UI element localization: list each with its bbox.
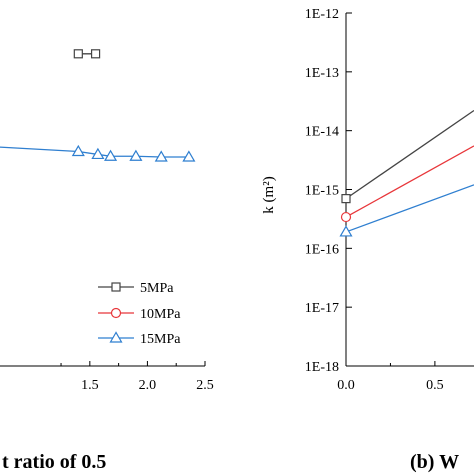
y-tick-label: 1E-12 <box>305 7 339 22</box>
legend-marker-15MPa <box>109 331 123 343</box>
legend: 5MPa 10MPa 15MPa <box>98 281 181 347</box>
left-x-ticks: 1.5 2.0 2.5 <box>60 361 214 393</box>
legend-marker-10MPa <box>110 307 122 319</box>
legend-marker-5MPa <box>111 282 121 292</box>
x-tick-label: 2.0 <box>139 378 157 393</box>
x-tick-label: 2.5 <box>196 378 214 393</box>
x-tick-label: 1.5 <box>81 378 99 393</box>
right-x-ticks: 0.0 0.5 <box>337 361 444 393</box>
data-point-5MPa <box>73 49 83 59</box>
y-tick-label: 1E-18 <box>305 360 339 375</box>
series-line-5MPa <box>345 109 474 200</box>
y-tick-label: 1E-13 <box>305 66 339 81</box>
legend-label-5MPa: 5MPa <box>140 281 174 296</box>
data-point-15MPa <box>154 150 168 162</box>
y-tick-label: 1E-16 <box>305 242 339 257</box>
right-series <box>339 109 474 237</box>
left-panel: 1.5 2.0 2.5 5MPa 10MPa 15MPa t ratio of 0.5 <box>0 49 214 473</box>
legend-label-10MPa: 10MPa <box>140 307 181 322</box>
data-point-15MPa <box>182 150 196 162</box>
right-y-ticks: 1E-12 1E-13 1E-14 1E-15 1E-16 1E-17 1E-18 <box>305 7 352 375</box>
data-point-5MPa <box>90 49 101 59</box>
data-point-10MPa <box>340 211 352 223</box>
series-line-10MPa <box>345 145 474 218</box>
data-point-5MPa <box>341 194 351 204</box>
x-tick-label: 0.5 <box>426 378 444 393</box>
data-point-15MPa <box>129 149 143 161</box>
y-tick-label: 1E-17 <box>305 301 339 316</box>
data-point-15MPa <box>339 225 353 237</box>
data-point-15MPa <box>71 144 85 157</box>
x-tick-label: 0.0 <box>337 378 355 393</box>
data-point-15MPa <box>104 149 118 161</box>
series-line-15MPa <box>345 184 474 233</box>
left-panel-caption: t ratio of 0.5 <box>2 451 106 473</box>
left-series <box>0 49 196 162</box>
right-panel-caption: (b) W <box>410 451 459 473</box>
right-y-axis-title: k (m²) <box>261 176 277 213</box>
y-tick-label: 1E-15 <box>305 184 339 199</box>
y-tick-label: 1E-14 <box>305 125 339 140</box>
data-point-15MPa <box>91 147 105 160</box>
legend-label-15MPa: 15MPa <box>140 332 181 347</box>
